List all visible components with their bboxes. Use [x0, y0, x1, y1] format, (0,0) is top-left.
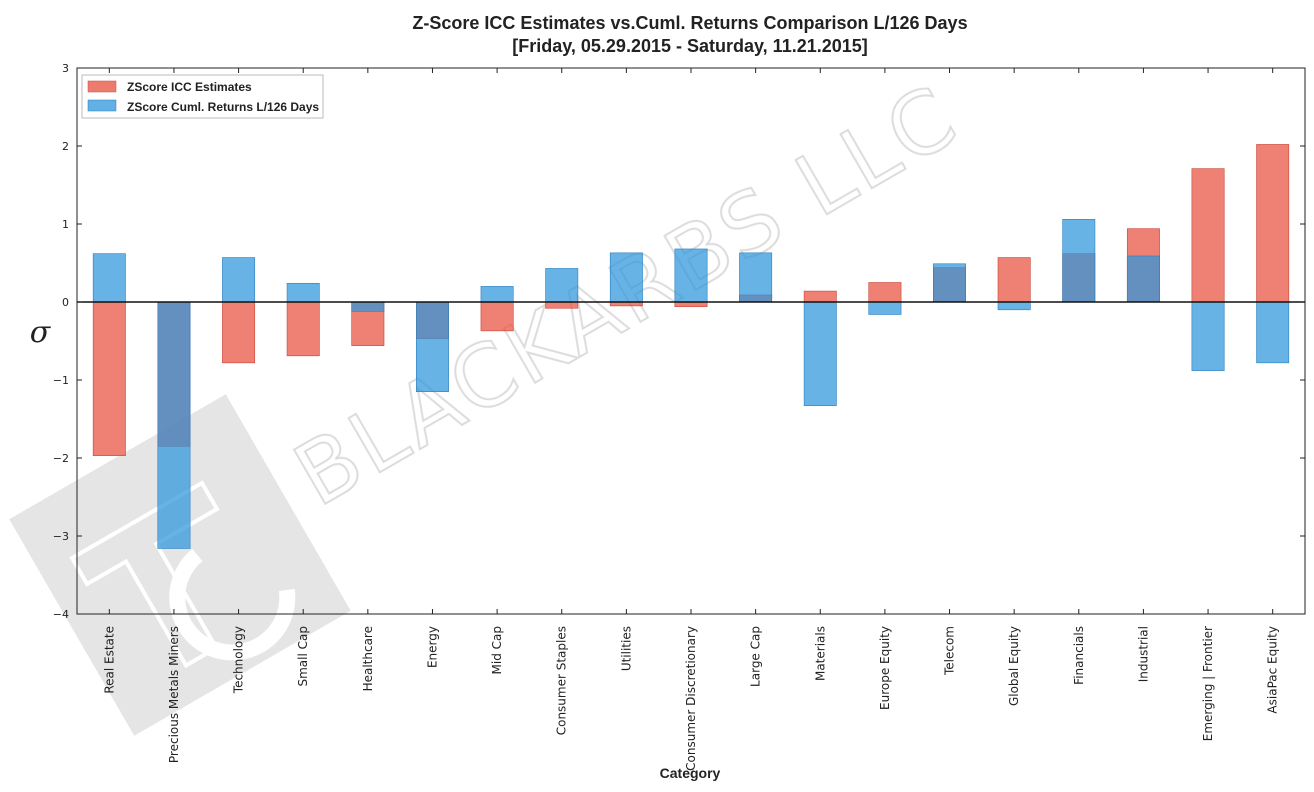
x-tick-label: Real Estate — [102, 626, 116, 694]
x-tick-label: Consumer Discretionary — [684, 626, 698, 771]
bar-returns-3 — [222, 257, 256, 303]
bar-returns-18 — [1191, 301, 1225, 371]
bar-returns-7 — [480, 286, 514, 303]
bar-returns-8 — [545, 268, 579, 303]
legend-label-returns: ZScore Cuml. Returns L/126 Days — [127, 100, 319, 114]
y-tick-label: 1 — [62, 218, 69, 231]
x-tick-label: Utilities — [619, 626, 633, 671]
bar-returns-2 — [157, 301, 191, 549]
x-tick-label: Healthcare — [361, 626, 375, 691]
bar-returns-4 — [286, 282, 320, 303]
legend-label-icc: ZScore ICC Estimates — [127, 80, 252, 94]
bar-returns-16 — [1062, 219, 1096, 303]
y-tick-label: 2 — [62, 140, 69, 153]
x-tick-label: Small Cap — [296, 626, 310, 687]
bar-icc-4 — [286, 301, 320, 357]
bar-icc-12 — [803, 290, 837, 303]
bar-returns-11 — [739, 252, 773, 303]
bar-returns-5 — [351, 301, 385, 312]
x-tick-label: Financials — [1072, 626, 1086, 685]
legend-swatch-returns — [87, 99, 117, 112]
watermark-logo — [9, 394, 351, 736]
y-tick-label: −4 — [53, 608, 69, 621]
x-tick-label: Industrial — [1136, 626, 1150, 682]
bar-icc-8 — [545, 301, 579, 309]
bar-returns-10 — [674, 248, 708, 303]
y-tick-label: 0 — [62, 296, 69, 309]
bar-returns-17 — [1126, 255, 1160, 303]
bars — [92, 144, 1290, 549]
x-tick-label: Precious Metals Miners — [167, 626, 181, 763]
y-tick-label: −1 — [53, 374, 69, 387]
y-tick-label: 3 — [62, 62, 69, 75]
x-tick-label: Technology — [232, 626, 246, 694]
bar-icc-19 — [1256, 144, 1290, 303]
bar-icc-3 — [222, 301, 256, 364]
bar-icc-15 — [997, 257, 1031, 303]
bar-icc-1 — [92, 301, 126, 456]
x-tick-label: AsiaPac Equity — [1266, 626, 1280, 714]
bar-returns-6 — [416, 301, 449, 392]
y-tick-label: −3 — [53, 530, 69, 543]
bar-returns-9 — [609, 252, 643, 303]
x-tick-label: Telecom — [943, 626, 957, 676]
bar-returns-1 — [92, 253, 126, 303]
y-tick-label: −2 — [53, 452, 69, 465]
x-tick-label: Mid Cap — [490, 626, 504, 674]
bar-returns-14 — [933, 263, 966, 303]
bar-returns-19 — [1256, 301, 1290, 364]
x-tick-label: Large Cap — [749, 626, 763, 687]
bar-icc-18 — [1191, 168, 1225, 303]
bar-returns-13 — [868, 301, 902, 315]
x-tick-label: Europe Equity — [878, 626, 892, 710]
x-tick-label: Materials — [813, 626, 827, 681]
bar-icc-7 — [480, 301, 514, 332]
x-tick-label: Consumer Staples — [555, 626, 569, 735]
bar-returns-12 — [803, 301, 837, 407]
chart-title: Z-Score ICC Estimates vs.Cuml. Returns C… — [412, 13, 967, 33]
y-axis-label: σ — [30, 315, 52, 350]
x-tick-label: Global Equity — [1007, 626, 1021, 706]
bar-icc-13 — [868, 282, 902, 303]
legend-swatch-icc — [87, 80, 117, 93]
legend-box — [81, 74, 324, 119]
bar-returns-15 — [997, 301, 1031, 311]
legend: ZScore ICC Estimates ZScore Cuml. Return… — [81, 74, 324, 119]
x-tick-label: Emerging | Frontier — [1201, 626, 1215, 741]
axes: −4 −3 −2 −1 0 1 2 3 Real Estate Precious Metals M… — [53, 62, 1305, 771]
chart-subtitle: [Friday, 05.29.2015 - Saturday, 11.21.20… — [512, 36, 868, 56]
x-axis-label: Category — [660, 765, 721, 781]
x-tick-label: Energy — [425, 626, 439, 668]
